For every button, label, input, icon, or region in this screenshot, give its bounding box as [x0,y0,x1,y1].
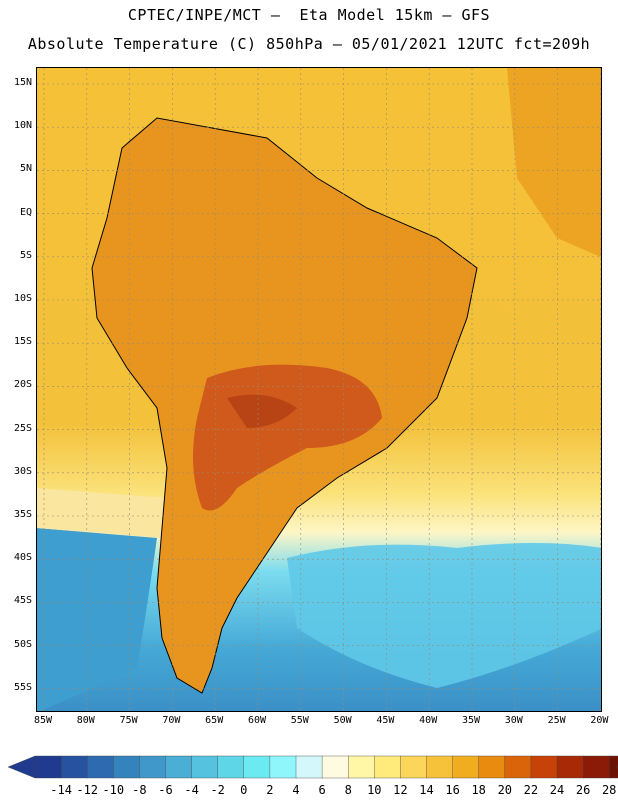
lon-label: 50W [333,715,352,726]
lat-label: 35S [13,509,32,520]
colorbar-segment [582,755,610,779]
colorbar-tick-label: 10 [367,783,382,797]
hot-core-region-2 [227,394,297,428]
colorbar-tick-label: 8 [344,783,352,797]
lat-label: 50S [13,638,32,650]
colorbar-min-arrow [7,755,36,779]
colorbar-segment [191,755,219,779]
colorbar-tick-label: 28 [601,783,617,797]
colorbar-segment [34,755,62,779]
colorbar-tick-label: -12 [76,783,99,797]
lat-label: 25S [13,422,32,434]
lat-label: 10S [13,293,32,304]
cool-pacific-band [37,488,167,538]
colorbar-tick-label: -8 [132,783,147,797]
colorbar-tick-label: 26 [575,783,591,797]
colorbar-segment [556,755,584,779]
colorbar-tick-label: 2 [266,783,274,797]
colorbar-tick-label: 24 [549,783,565,797]
lon-label: 20W [590,715,609,726]
colorbar [7,755,618,779]
colorbar-segment [60,755,88,779]
colorbar-tick-label: 22 [523,783,539,797]
temperature-map [36,67,602,712]
colorbar-segment [243,755,271,779]
colorbar-segment [374,755,402,779]
lon-label: 35W [461,715,481,726]
colorbar-tick-label: 20 [497,783,513,797]
lat-label: 40S [13,552,32,564]
lat-label: 20S [13,379,32,391]
map-canvas [37,68,601,711]
colorbar-segment [609,755,618,779]
lat-label: 45S [13,595,32,607]
cold-southwest-pacific [37,528,157,711]
colorbar-segment [452,755,480,779]
lon-label: 45W [376,715,395,726]
colorbar-segment [504,755,532,779]
colorbar-tick-label: 16 [445,783,460,797]
lat-label: 10N [13,120,32,132]
lon-label: 75W [119,715,138,726]
colorbar-segment [113,755,141,779]
colorbar-tick-label: -4 [184,783,199,797]
lat-label: 15N [13,77,32,88]
colorbar-segment [295,755,323,779]
colorbar-tick-label: 6 [318,783,326,797]
lon-label: 80W [76,715,95,726]
lon-label: 60W [247,715,267,726]
graticule [37,68,601,711]
colorbar-tick-label: -14 [50,783,72,797]
colorbar-tick-label: 0 [240,783,248,797]
colorbar-segment [530,755,558,779]
colorbar-segment [348,755,376,779]
colorbar-segment [426,755,454,779]
warm-tropical-atlantic [507,68,601,258]
lon-label: 85W [33,715,53,726]
colorbar-tick-label: -6 [158,783,173,797]
colorbar-segment [400,755,428,779]
chart-title-line2: Absolute Temperature (C) 850hPa – 05/01/… [27,35,591,53]
colorbar-tick-label: 18 [471,783,486,797]
lon-label: 40W [419,715,438,726]
colorbar-segment [86,755,114,779]
lon-label: 25W [547,715,566,726]
lat-label: 5N [19,163,32,175]
colorbar-segment [269,755,297,779]
colorbar-tick-label: -10 [102,783,125,797]
colorbar-segment [165,755,193,779]
colorbar-segment [139,755,167,779]
colorbar-tick-label: 4 [292,783,300,797]
coastline [91,117,478,694]
colorbar-tick-label: -2 [210,783,225,797]
lon-label: 55W [290,715,309,726]
lat-label: EQ [19,206,32,218]
colorbar-tick-label: 12 [393,783,408,797]
colorbar-segment [478,755,506,779]
lon-label: 30W [504,715,523,726]
lat-label: 55S [13,681,32,693]
colorbar-segment [217,755,245,779]
lon-label: 65W [205,715,224,726]
colorbar-tick-label: 14 [419,783,434,797]
lat-label: 5S [19,249,32,261]
colorbar-segment [321,755,349,779]
cold-south-atlantic [287,543,601,688]
chart-title-line1: CPTEC/INPE/MCT – Eta Model 15km – GFS [127,6,491,24]
lat-label: 15S [13,336,32,348]
lat-label: 30S [13,465,32,477]
lon-label: 70W [162,715,181,726]
